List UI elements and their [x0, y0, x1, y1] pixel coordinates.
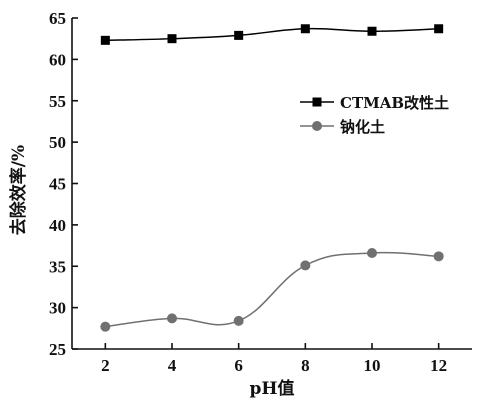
- data-point: [367, 248, 377, 259]
- data-point: [300, 24, 310, 34]
- series-2: [100, 248, 444, 332]
- x-tick-label: 6: [234, 356, 243, 375]
- y-tick-label: 50: [49, 133, 66, 152]
- series-layer: [100, 24, 444, 332]
- y-axis-title: 去除效率/%: [8, 145, 29, 235]
- y-tick-label: 30: [49, 299, 66, 318]
- legend-marker: [312, 97, 322, 107]
- data-point: [100, 321, 111, 332]
- data-point: [167, 313, 177, 324]
- series-1: [100, 24, 444, 45]
- axes: 25 30 35 40 45 50 55 60 65 2 4 6 8 10 12: [49, 9, 472, 375]
- legend-item: CTMAB改性土: [300, 94, 449, 112]
- y-tick-label: 65: [49, 9, 66, 28]
- legend-item: 钠化土: [300, 118, 385, 136]
- x-tick-label: 8: [301, 356, 310, 375]
- data-point: [234, 30, 244, 40]
- x-tick-label: 4: [168, 356, 177, 375]
- y-tick-label: 40: [49, 216, 66, 235]
- data-point: [367, 26, 377, 36]
- y-tick-label: 45: [49, 175, 66, 194]
- y-tick-label: 35: [49, 257, 66, 276]
- x-tick-label: 2: [101, 356, 110, 375]
- data-point: [100, 35, 110, 45]
- data-point: [167, 34, 177, 44]
- x-tick-label: 12: [430, 356, 447, 375]
- y-tick-label: 55: [49, 92, 66, 111]
- y-tick-label: 60: [49, 50, 66, 69]
- series-line: [105, 251, 439, 328]
- legend-label: CTMAB改性土: [340, 94, 449, 112]
- x-axis-title: pH值: [250, 378, 295, 399]
- data-point: [300, 260, 311, 271]
- data-point: [233, 315, 244, 326]
- data-point: [433, 251, 444, 262]
- legend-marker: [312, 121, 322, 131]
- data-point: [434, 24, 444, 34]
- legend-label: 钠化土: [340, 118, 385, 136]
- x-tick-label: 10: [364, 356, 381, 375]
- y-tick-label: 25: [49, 340, 66, 359]
- series-line: [105, 27, 439, 42]
